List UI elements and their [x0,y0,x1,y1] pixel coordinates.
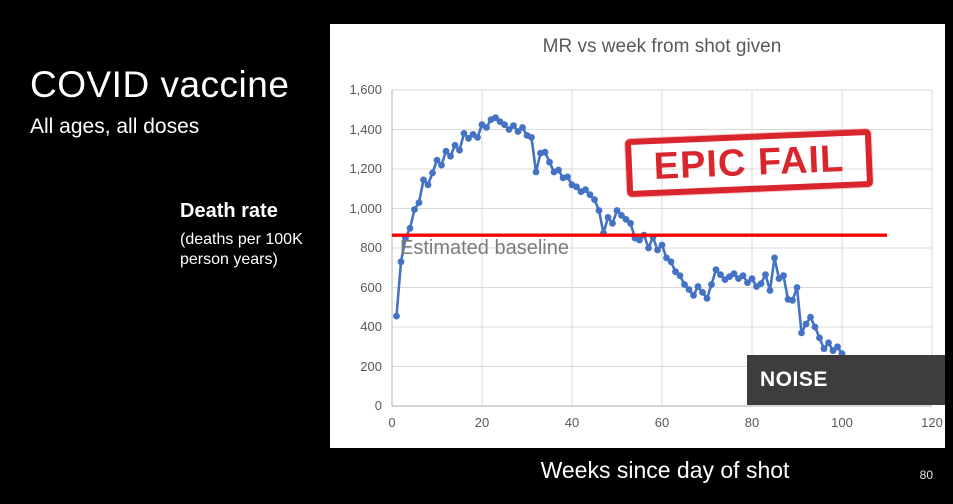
y-axis-description: Death rate (deaths per 100K person years… [180,200,303,270]
y-tick-label: 1,400 [349,121,382,137]
y-axis-subtitle-line1: (deaths per 100K [180,231,303,248]
chart-plot [391,89,933,407]
y-tick-label: 1,000 [349,200,382,216]
y-tick-label: 200 [360,358,382,374]
y-tick-label: 1,600 [349,82,382,97]
x-tick-label: 100 [831,415,853,430]
y-axis-subtitle: (deaths per 100K person years) [180,230,303,270]
y-axis-title: Death rate [180,200,278,222]
x-tick-label: 60 [654,415,670,430]
x-tick-label: 80 [744,415,760,430]
slide-title: COVID vaccine [30,64,290,105]
x-tick-label: 40 [564,415,580,430]
y-tick-label: 400 [360,319,382,334]
chart-panel: MR vs week from shot given 0 200 400 600 800… [330,24,945,448]
slide-subtitle: All ages, all doses [30,115,200,138]
noise-box: NOISE [747,355,945,405]
x-tick-label: 20 [474,415,490,430]
chart-title: MR vs week from shot given [542,36,782,57]
epic-fail-stamp: EPIC FAIL [624,128,874,198]
y-tick-label: 0 [374,398,382,413]
y-axis-subtitle-line2: person years) [180,251,278,268]
baseline-label: Estimated baseline [400,237,569,259]
y-tick-label: 800 [360,240,382,255]
headline-block: COVID vaccine All ages, all doses [30,64,289,139]
x-tick-label: 120 [921,415,943,430]
y-tick-label: 600 [360,279,382,295]
y-tick-label: 1,200 [349,161,382,176]
x-tick-label: 0 [388,415,396,430]
x-axis-label: Weeks since day of shot [540,457,790,483]
noise-label: NOISE [760,368,828,391]
page-number: 80 [919,468,933,482]
